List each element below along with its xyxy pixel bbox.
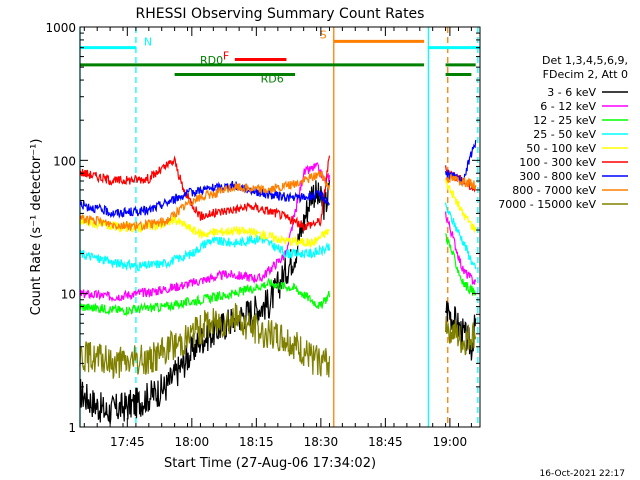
chart-title: RHESSI Observing Summary Count Rates [136,6,425,22]
y-axis-label: Count Rate (s⁻¹ detector⁻¹) [29,139,44,316]
series-line-8-segment-1 [445,316,477,356]
x-tick-label-5: 19:00 [433,435,468,449]
legend-label-4: 50 - 100 keV [526,142,596,155]
x-tick-label-3: 18:30 [304,435,339,449]
series-line-1-segment-1 [445,211,477,285]
series-line-8-segment-0 [79,303,331,379]
legend-label-1: 6 - 12 keV [540,100,596,113]
legend-label-5: 100 - 300 keV [519,156,596,169]
series-line-7-segment-1 [445,173,477,191]
legend-label-7: 800 - 7000 keV [512,184,596,197]
flag-label-n: N [144,36,152,49]
data-layer [79,27,479,427]
legend-label-8: 7000 - 15000 keV [498,198,596,211]
x-tick-label-2: 18:15 [239,435,274,449]
legend-label-6: 300 - 800 keV [519,170,596,183]
series-line-0-segment-0 [79,179,331,425]
series-line-7-segment-0 [79,170,331,232]
legend-title-line-2: FDecim 2, Att 0 [543,68,628,81]
series-line-1-segment-0 [79,162,331,303]
y-tick-label-3: 1000 [45,21,76,35]
series-line-6-segment-0 [79,180,331,219]
series-line-5-segment-0 [79,155,331,232]
y-tick-label-0: 1 [68,421,76,435]
series-line-3-segment-1 [445,202,477,270]
x-axis-label: Start Time (27-Aug-06 17:34:02) [164,456,376,471]
x-tick-label-0: 17:45 [110,435,145,449]
flag-label-rd6: RD6 [261,73,284,86]
series-line-4-segment-0 [79,214,330,248]
flag-label-f: F [223,50,229,63]
plot-frame [79,26,481,428]
series-line-2-segment-0 [79,277,331,317]
x-tick-label-1: 18:00 [175,435,210,449]
flag-layer: N F S RD0 RD6 [80,28,480,86]
flag-label-s: S [320,28,327,41]
y-tick-label-1: 10 [61,288,76,302]
series-line-3-segment-0 [79,235,331,272]
series-line-2-segment-1 [445,233,477,297]
x-tick-label-4: 18:45 [368,435,403,449]
series-line-4-segment-1 [445,179,477,233]
legend: Det 1,3,4,5,6,9, FDecim 2, Att 0 3 - 6 k… [498,54,628,211]
y-tick-label-2: 100 [53,154,76,168]
legend-label-0: 3 - 6 keV [547,86,596,99]
axis-layer: 1 10 100 1000 17:45 18:00 18:15 18:30 18:45 19:00 [45,21,481,449]
legend-label-3: 25 - 50 keV [533,128,596,141]
flag-label-rd0: RD0 [200,54,223,67]
generation-timestamp: 16-Oct-2021 22:17 [540,469,625,479]
legend-label-2: 12 - 25 keV [533,114,596,127]
legend-title-line-1: Det 1,3,4,5,6,9, [542,54,628,67]
